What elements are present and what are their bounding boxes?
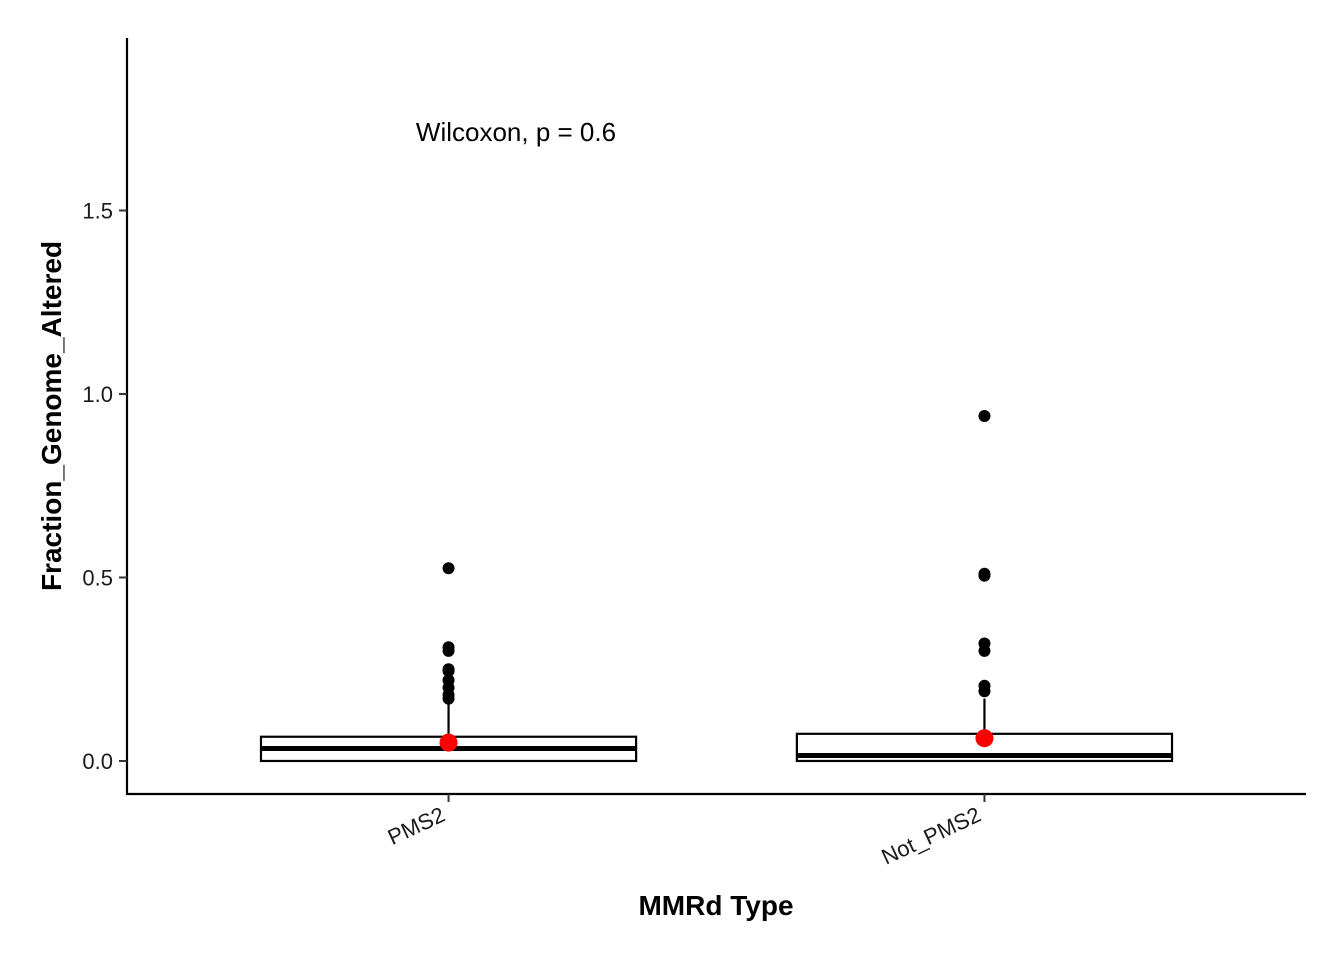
wilcoxon-annotation: Wilcoxon, p = 0.6 <box>416 117 616 147</box>
x-tick-label: Not_PMS2 <box>878 802 985 870</box>
y-axis-ticks: 0.0 0.5 1.0 1.5 <box>82 198 127 774</box>
outlier-point <box>442 692 455 705</box>
y-tick-label: 0.0 <box>82 749 113 774</box>
y-tick-label: 1.0 <box>82 382 113 407</box>
outlier-point <box>978 569 991 582</box>
plot-marks <box>259 410 1174 763</box>
outlier-point <box>442 562 455 575</box>
outlier-point <box>978 410 991 422</box>
mean-point <box>975 729 994 748</box>
outlier-point <box>978 685 991 698</box>
x-axis-ticks: PMS2 Not_PMS2 <box>384 794 986 870</box>
mean-point <box>439 733 458 752</box>
x-axis-title: MMRd Type <box>638 890 793 921</box>
outlier-point <box>978 644 991 657</box>
box-group-not-pms2 <box>795 410 1174 763</box>
outlier-point <box>442 644 455 657</box>
y-axis-title: Fraction_Genome_Altered <box>36 241 67 591</box>
x-tick-label: PMS2 <box>384 802 449 850</box>
box-group-pms2 <box>259 562 638 763</box>
y-tick-label: 1.5 <box>82 198 113 223</box>
outlier-point <box>442 665 455 678</box>
y-tick-label: 0.5 <box>82 565 113 590</box>
